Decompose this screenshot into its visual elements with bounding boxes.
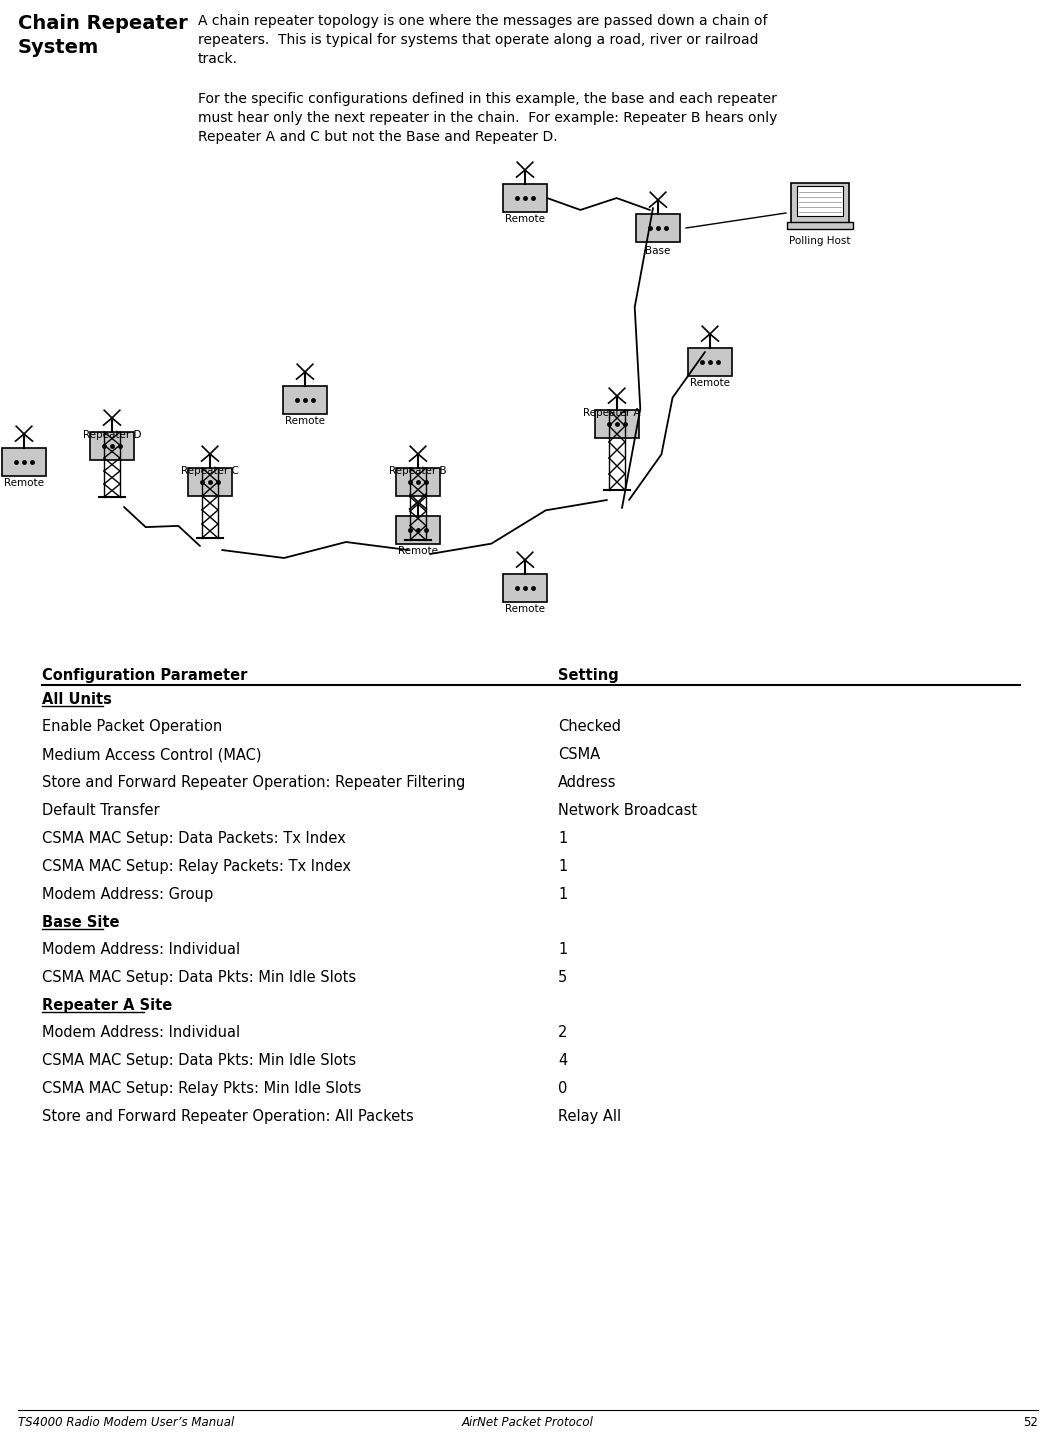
FancyBboxPatch shape bbox=[188, 468, 232, 496]
Text: 1: 1 bbox=[558, 859, 567, 874]
Text: 1: 1 bbox=[558, 943, 567, 957]
Text: Checked: Checked bbox=[558, 718, 621, 734]
Text: Remote: Remote bbox=[4, 479, 44, 489]
Text: Medium Access Control (MAC): Medium Access Control (MAC) bbox=[42, 747, 262, 762]
Text: Address: Address bbox=[558, 775, 617, 790]
Text: Store and Forward Repeater Operation: All Packets: Store and Forward Repeater Operation: Al… bbox=[42, 1109, 414, 1124]
FancyBboxPatch shape bbox=[283, 387, 327, 414]
FancyBboxPatch shape bbox=[787, 221, 853, 228]
Text: Default Transfer: Default Transfer bbox=[42, 803, 159, 818]
Text: Setting: Setting bbox=[558, 668, 619, 683]
Text: Remote: Remote bbox=[690, 378, 730, 388]
FancyBboxPatch shape bbox=[2, 448, 46, 476]
Text: Store and Forward Repeater Operation: Repeater Filtering: Store and Forward Repeater Operation: Re… bbox=[42, 775, 466, 790]
Text: Repeater C: Repeater C bbox=[181, 466, 239, 476]
FancyBboxPatch shape bbox=[503, 573, 547, 602]
Text: AirNet Packet Protocol: AirNet Packet Protocol bbox=[463, 1415, 593, 1428]
Text: Repeater A Site: Repeater A Site bbox=[42, 999, 172, 1013]
Text: Repeater B: Repeater B bbox=[390, 466, 447, 476]
FancyBboxPatch shape bbox=[636, 214, 680, 241]
FancyBboxPatch shape bbox=[595, 410, 639, 438]
Text: Base Site: Base Site bbox=[42, 915, 119, 930]
Text: Chain Repeater
System: Chain Repeater System bbox=[18, 14, 188, 57]
Text: A chain repeater topology is one where the messages are passed down a chain of
r: A chain repeater topology is one where t… bbox=[199, 14, 768, 66]
Text: CSMA MAC Setup: Data Pkts: Min Idle Slots: CSMA MAC Setup: Data Pkts: Min Idle Slot… bbox=[42, 970, 356, 984]
Text: CSMA MAC Setup: Data Packets: Tx Index: CSMA MAC Setup: Data Packets: Tx Index bbox=[42, 831, 345, 846]
FancyBboxPatch shape bbox=[503, 184, 547, 213]
Text: Repeater A: Repeater A bbox=[583, 408, 641, 418]
Text: Repeater D: Repeater D bbox=[82, 430, 142, 440]
Text: CSMA MAC Setup: Data Pkts: Min Idle Slots: CSMA MAC Setup: Data Pkts: Min Idle Slot… bbox=[42, 1053, 356, 1068]
Text: CSMA MAC Setup: Relay Packets: Tx Index: CSMA MAC Setup: Relay Packets: Tx Index bbox=[42, 859, 351, 874]
Text: All Units: All Units bbox=[42, 693, 112, 707]
FancyBboxPatch shape bbox=[396, 468, 440, 496]
Text: 4: 4 bbox=[558, 1053, 567, 1068]
Text: 1: 1 bbox=[558, 887, 567, 902]
Text: Configuration Parameter: Configuration Parameter bbox=[42, 668, 247, 683]
Text: Remote: Remote bbox=[505, 604, 545, 614]
Text: Modem Address: Group: Modem Address: Group bbox=[42, 887, 213, 902]
Text: Modem Address: Individual: Modem Address: Individual bbox=[42, 943, 240, 957]
Text: CSMA MAC Setup: Relay Pkts: Min Idle Slots: CSMA MAC Setup: Relay Pkts: Min Idle Slo… bbox=[42, 1081, 361, 1096]
Text: Modem Address: Individual: Modem Address: Individual bbox=[42, 1025, 240, 1040]
FancyBboxPatch shape bbox=[396, 516, 440, 545]
Text: Remote: Remote bbox=[505, 214, 545, 224]
FancyBboxPatch shape bbox=[791, 182, 849, 226]
Text: Relay All: Relay All bbox=[558, 1109, 621, 1124]
Text: 52: 52 bbox=[1023, 1415, 1038, 1428]
Text: For the specific configurations defined in this example, the base and each repea: For the specific configurations defined … bbox=[199, 92, 777, 144]
Text: CSMA: CSMA bbox=[558, 747, 600, 762]
Text: Base: Base bbox=[645, 246, 671, 256]
Text: Enable Packet Operation: Enable Packet Operation bbox=[42, 718, 222, 734]
Text: Polling Host: Polling Host bbox=[789, 236, 851, 246]
Text: Remote: Remote bbox=[285, 415, 325, 425]
FancyBboxPatch shape bbox=[689, 348, 732, 376]
Text: Remote: Remote bbox=[398, 546, 438, 556]
FancyBboxPatch shape bbox=[90, 433, 134, 460]
Text: 2: 2 bbox=[558, 1025, 567, 1040]
Text: TS4000 Radio Modem User’s Manual: TS4000 Radio Modem User’s Manual bbox=[18, 1415, 234, 1428]
Text: 5: 5 bbox=[558, 970, 567, 984]
Text: 0: 0 bbox=[558, 1081, 567, 1096]
Text: Network Broadcast: Network Broadcast bbox=[558, 803, 697, 818]
Text: 1: 1 bbox=[558, 831, 567, 846]
FancyBboxPatch shape bbox=[797, 185, 843, 216]
